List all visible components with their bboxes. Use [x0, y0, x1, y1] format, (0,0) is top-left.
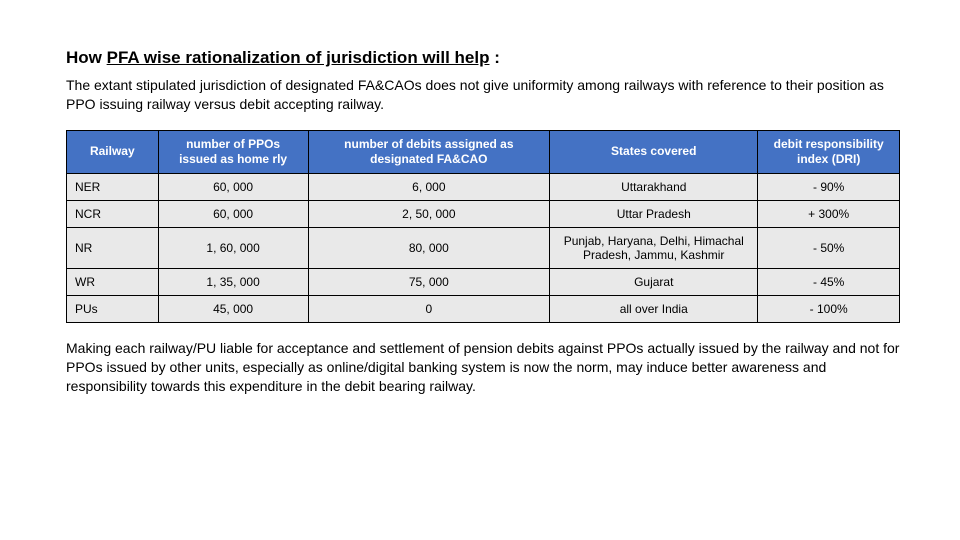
cell-states: Gujarat: [550, 268, 758, 295]
title-underlined: PFA wise rationalization of jurisdiction…: [107, 48, 490, 67]
cell-railway: NER: [67, 173, 159, 200]
table-row: PUs 45, 000 0 all over India - 100%: [67, 295, 900, 322]
cell-states: all over India: [550, 295, 758, 322]
cell-railway: NCR: [67, 200, 159, 227]
cell-dri: - 45%: [758, 268, 900, 295]
table-header-row: Railway number of PPOs issued as home rl…: [67, 130, 900, 173]
cell-debits: 2, 50, 000: [308, 200, 550, 227]
table-row: NCR 60, 000 2, 50, 000 Uttar Pradesh + 3…: [67, 200, 900, 227]
cell-states: Uttar Pradesh: [550, 200, 758, 227]
cell-dri: - 50%: [758, 227, 900, 268]
intro-text: The extant stipulated jurisdiction of de…: [66, 76, 900, 114]
cell-states: Uttarakhand: [550, 173, 758, 200]
page-title: How PFA wise rationalization of jurisdic…: [66, 48, 900, 68]
cell-railway: PUs: [67, 295, 159, 322]
table-row: WR 1, 35, 000 75, 000 Gujarat - 45%: [67, 268, 900, 295]
jurisdiction-table: Railway number of PPOs issued as home rl…: [66, 130, 900, 323]
cell-railway: WR: [67, 268, 159, 295]
col-header-debits: number of debits assigned as designated …: [308, 130, 550, 173]
cell-dri: + 300%: [758, 200, 900, 227]
cell-states: Punjab, Haryana, Delhi, Himachal Pradesh…: [550, 227, 758, 268]
cell-dri: - 90%: [758, 173, 900, 200]
col-header-dri: debit responsibility index (DRI): [758, 130, 900, 173]
cell-debits: 80, 000: [308, 227, 550, 268]
title-prefix: How: [66, 48, 102, 67]
table-row: NER 60, 000 6, 000 Uttarakhand - 90%: [67, 173, 900, 200]
outro-text: Making each railway/PU liable for accept…: [66, 339, 900, 396]
cell-debits: 6, 000: [308, 173, 550, 200]
cell-ppos: 60, 000: [158, 200, 308, 227]
cell-debits: 0: [308, 295, 550, 322]
cell-railway: NR: [67, 227, 159, 268]
col-header-ppos: number of PPOs issued as home rly: [158, 130, 308, 173]
table-row: NR 1, 60, 000 80, 000 Punjab, Haryana, D…: [67, 227, 900, 268]
col-header-railway: Railway: [67, 130, 159, 173]
cell-ppos: 45, 000: [158, 295, 308, 322]
cell-ppos: 60, 000: [158, 173, 308, 200]
cell-dri: - 100%: [758, 295, 900, 322]
cell-ppos: 1, 35, 000: [158, 268, 308, 295]
cell-debits: 75, 000: [308, 268, 550, 295]
title-suffix: :: [494, 48, 500, 67]
col-header-states: States covered: [550, 130, 758, 173]
cell-ppos: 1, 60, 000: [158, 227, 308, 268]
